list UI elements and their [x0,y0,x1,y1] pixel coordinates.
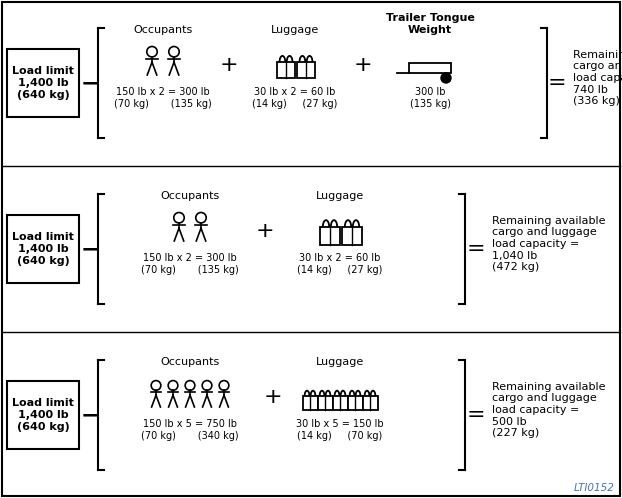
Text: −: − [81,239,100,259]
Text: 30 lb x 2 = 60 lb
(14 kg)     (27 kg): 30 lb x 2 = 60 lb (14 kg) (27 kg) [253,87,338,109]
Text: Occupants: Occupants [160,357,220,367]
Text: 30 lb x 5 = 150 lb
(14 kg)     (70 kg): 30 lb x 5 = 150 lb (14 kg) (70 kg) [296,419,384,441]
Bar [302,396,317,410]
Bar [297,62,315,78]
Text: Load limit
1,400 lb
(640 kg): Load limit 1,400 lb (640 kg) [12,233,74,265]
Text: 150 lb x 2 = 300 lb
(70 kg)       (135 kg): 150 lb x 2 = 300 lb (70 kg) (135 kg) [114,87,212,109]
FancyBboxPatch shape [7,49,79,117]
Text: −: − [81,73,100,93]
Bar [277,62,295,78]
Text: +: + [256,221,274,241]
Bar [333,396,348,410]
Text: +: + [220,55,238,75]
Text: Occupants: Occupants [133,25,193,35]
Bar [348,396,363,410]
Text: Occupants: Occupants [160,191,220,201]
Text: Trailer Tongue
Weight: Trailer Tongue Weight [386,13,475,35]
Bar [320,227,340,245]
Bar [363,396,378,410]
Text: Luggage: Luggage [316,357,364,367]
Text: 150 lb x 5 = 750 lb
(70 kg)       (340 kg): 150 lb x 5 = 750 lb (70 kg) (340 kg) [141,419,239,441]
Bar [317,396,333,410]
Text: =: = [548,73,566,93]
Text: Load limit
1,400 lb
(640 kg): Load limit 1,400 lb (640 kg) [12,66,74,100]
Circle shape [441,73,451,83]
Text: Load limit
1,400 lb
(640 kg): Load limit 1,400 lb (640 kg) [12,398,74,432]
Text: 300 lb
(135 kg): 300 lb (135 kg) [409,87,450,109]
FancyBboxPatch shape [7,215,79,283]
Text: LTI0152: LTI0152 [574,483,615,493]
Text: =: = [466,239,485,259]
Text: Remaining available
cargo and luggage
load capacity =
500 lb
(227 kg): Remaining available cargo and luggage lo… [492,382,605,438]
Bar [409,63,451,73]
Text: +: + [353,55,372,75]
FancyBboxPatch shape [7,381,79,449]
Text: Remaining available
cargo and luggage
load capacity =
1,040 lb
(472 kg): Remaining available cargo and luggage lo… [492,216,605,272]
Text: Remaining available
cargo and luggage
load capacity =
740 lb
(336 kg): Remaining available cargo and luggage lo… [573,50,622,106]
Text: Luggage: Luggage [316,191,364,201]
Bar [342,227,362,245]
Text: =: = [466,405,485,425]
Text: 150 lb x 2 = 300 lb
(70 kg)       (135 kg): 150 lb x 2 = 300 lb (70 kg) (135 kg) [141,253,239,275]
Text: Luggage: Luggage [271,25,319,35]
Text: −: − [81,405,100,425]
Text: 30 lb x 2 = 60 lb
(14 kg)     (27 kg): 30 lb x 2 = 60 lb (14 kg) (27 kg) [297,253,383,275]
Text: +: + [264,387,282,407]
